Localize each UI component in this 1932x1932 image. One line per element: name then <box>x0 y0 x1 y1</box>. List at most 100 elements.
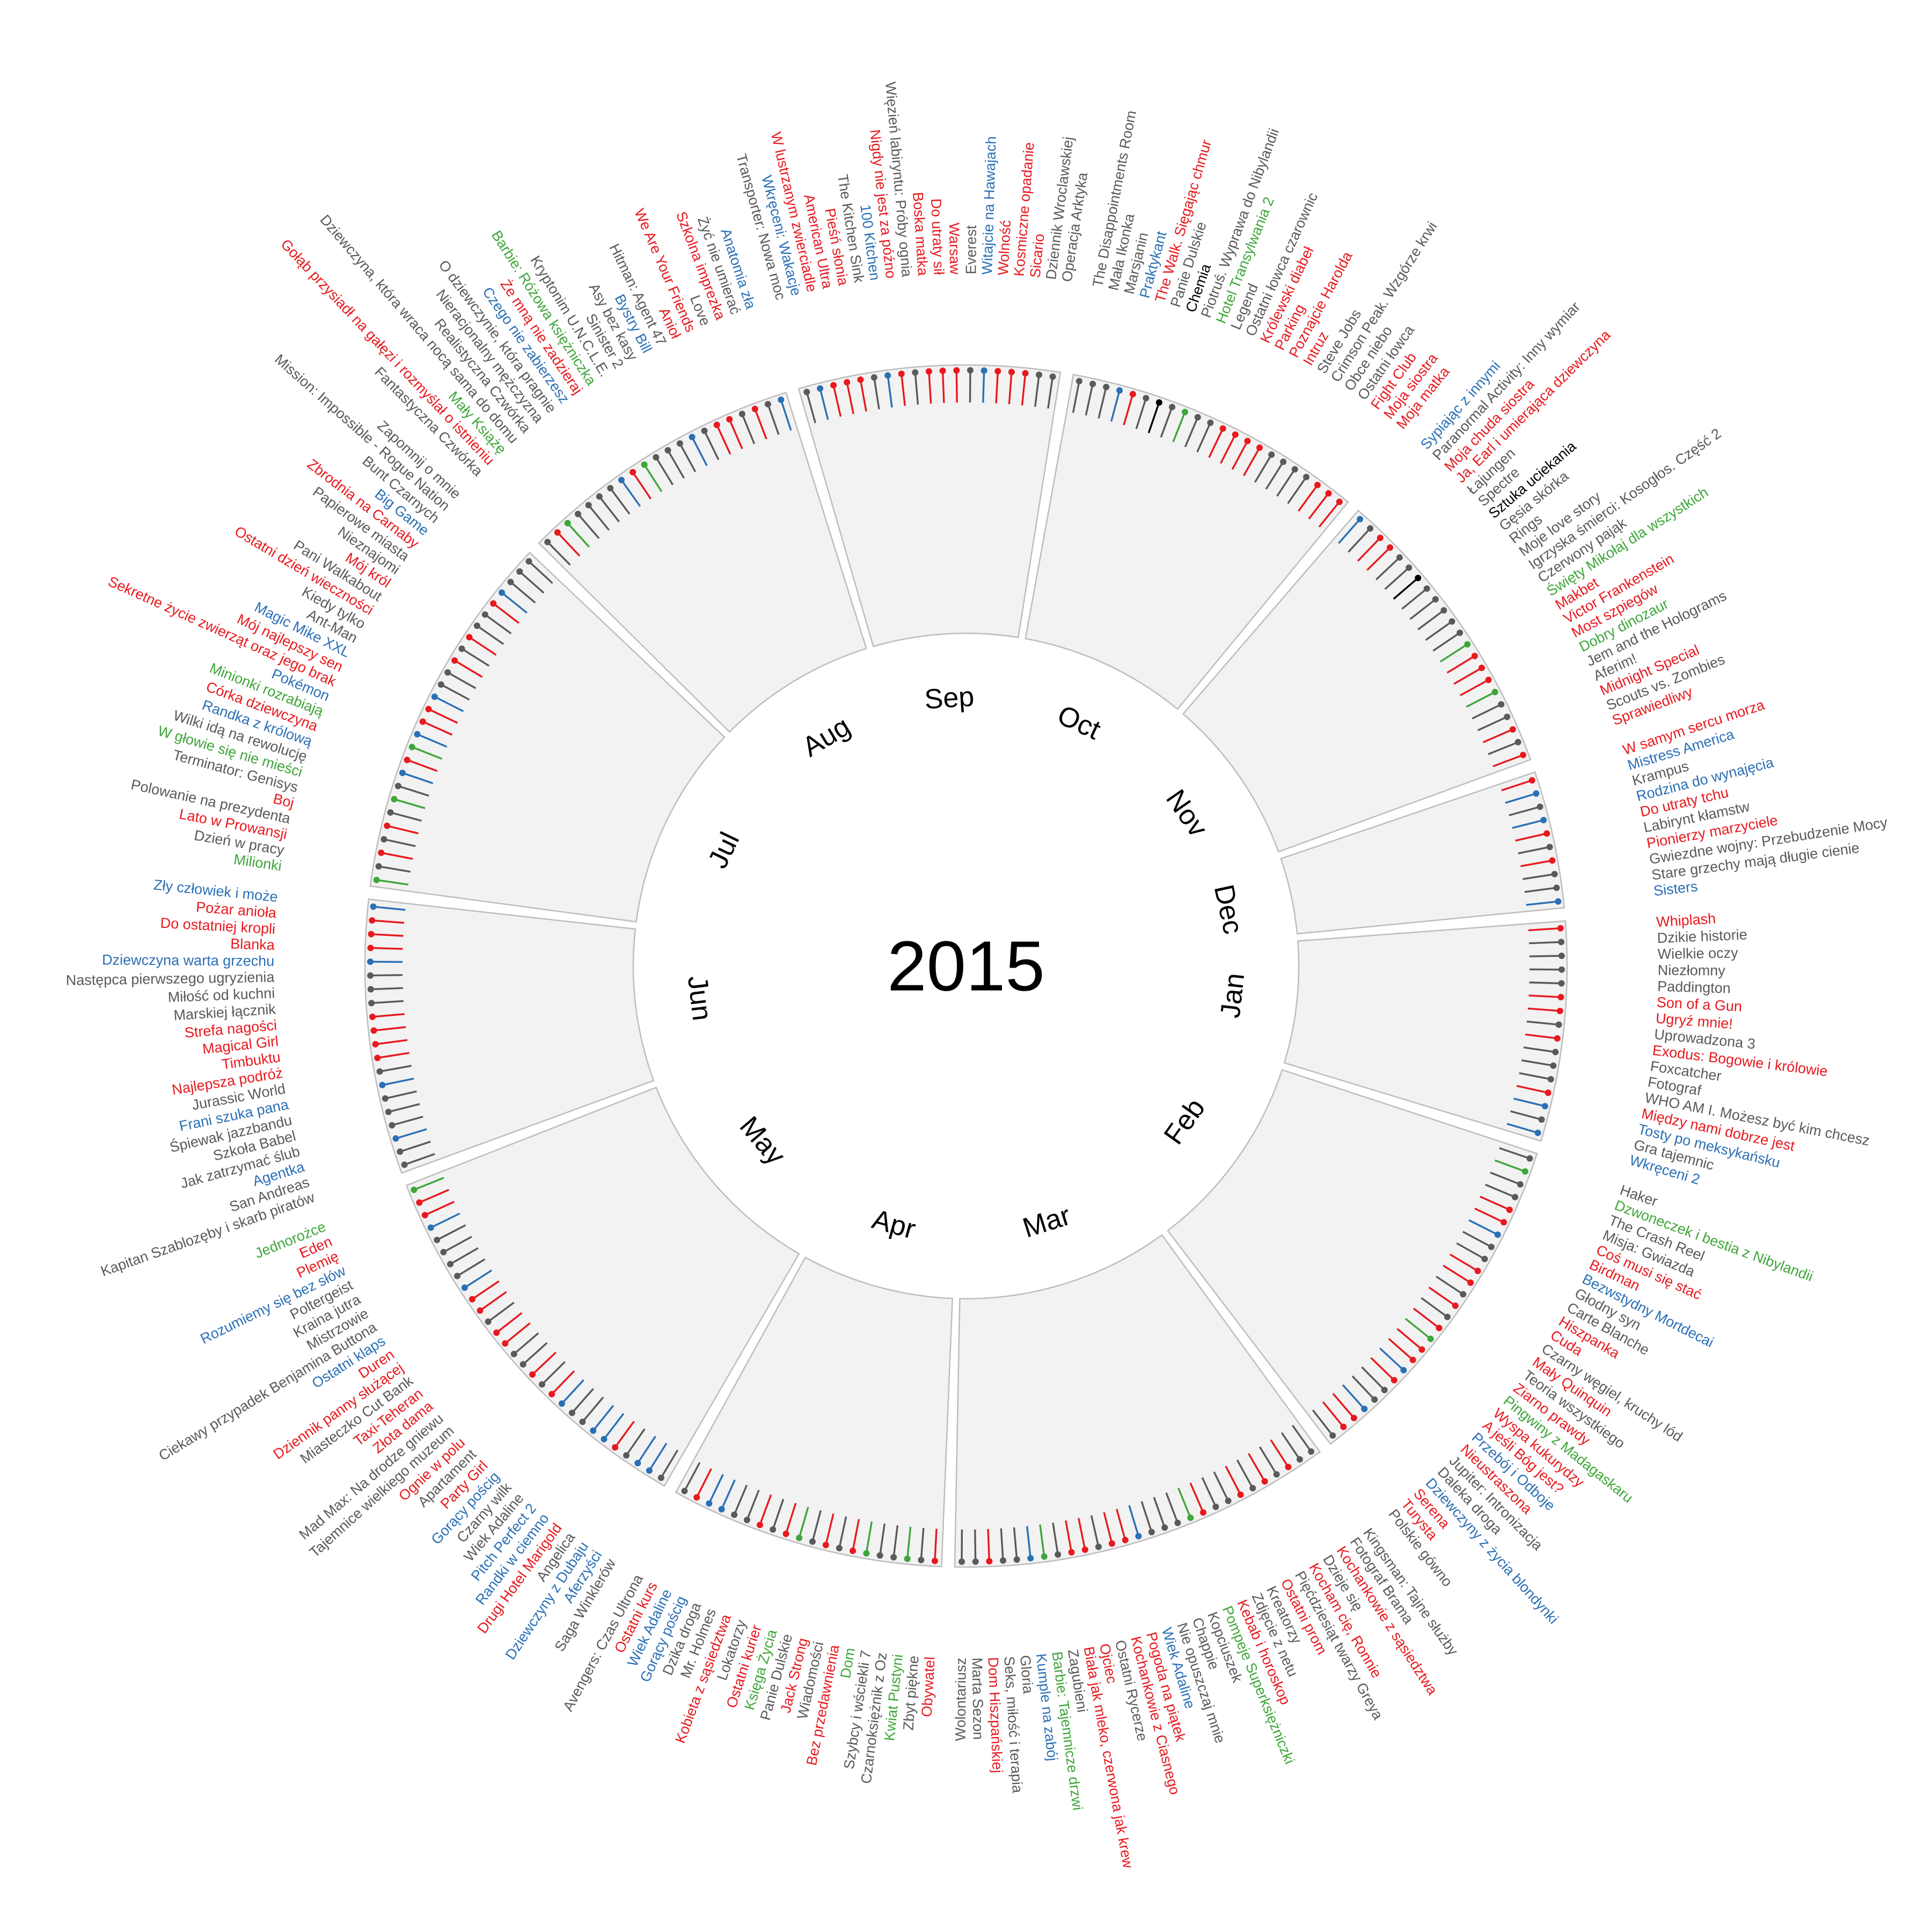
film-line <box>528 560 553 584</box>
film-line <box>759 1494 772 1526</box>
film-point <box>618 477 625 484</box>
film-point <box>1280 458 1287 465</box>
film-point <box>1452 1302 1459 1309</box>
film-line <box>1428 1286 1456 1307</box>
film-line <box>493 603 519 624</box>
film-point <box>389 1122 396 1129</box>
film-line <box>428 708 458 724</box>
film-point <box>554 529 561 536</box>
film-point <box>1557 994 1564 1001</box>
film-point <box>1558 980 1565 987</box>
film-point <box>1460 1291 1467 1298</box>
film-point <box>967 367 974 374</box>
film-point <box>994 368 1001 375</box>
film-label: Następca pierwszego ugryzienia <box>65 969 275 989</box>
film-line <box>746 1489 760 1520</box>
film-point <box>1556 1007 1563 1014</box>
film-label: Obywatel <box>919 1656 938 1717</box>
film-label: Do utraty sił <box>928 198 947 275</box>
film-line <box>1446 655 1475 674</box>
film-point <box>1481 1255 1488 1262</box>
film-line <box>767 404 780 435</box>
film-point <box>367 958 374 965</box>
film-point <box>1558 939 1565 946</box>
film-point <box>461 1284 468 1291</box>
film-point <box>1129 391 1136 398</box>
month-sector-dec <box>1280 771 1565 935</box>
film-point <box>1135 1533 1142 1540</box>
film-point <box>391 796 398 803</box>
film-line <box>443 1235 472 1253</box>
film-point <box>1095 1543 1102 1550</box>
film-label: Warsaw <box>946 223 963 275</box>
film-point <box>1558 952 1565 959</box>
month-label-jan: Jan <box>1215 971 1251 1020</box>
film-point <box>585 502 592 509</box>
film-point <box>368 1000 375 1007</box>
film-line <box>1443 1264 1472 1284</box>
film-point <box>1534 1129 1541 1136</box>
film-line <box>785 1503 797 1534</box>
film-line <box>1370 1357 1395 1381</box>
film-point <box>1041 1553 1048 1560</box>
film-point <box>1546 844 1553 851</box>
film-point <box>1256 444 1263 451</box>
film-line <box>1160 406 1173 438</box>
film-point <box>394 782 401 789</box>
film-point <box>575 510 582 517</box>
film-line <box>457 1258 486 1277</box>
month-sector-may <box>405 1086 800 1487</box>
film-line <box>852 1519 860 1552</box>
film-point <box>373 876 380 883</box>
film-line <box>1220 434 1236 464</box>
film-line <box>1135 398 1147 429</box>
film-line <box>416 733 448 748</box>
film-line <box>519 570 545 594</box>
film-point <box>782 1531 789 1538</box>
film-point <box>1161 1524 1168 1531</box>
film-line <box>1357 537 1381 562</box>
month-sector-oct <box>1024 374 1349 711</box>
film-line <box>447 671 477 690</box>
film-line <box>413 1176 444 1191</box>
film-point <box>1448 618 1455 625</box>
film-point <box>1155 399 1162 406</box>
film-point <box>408 743 415 750</box>
film-point <box>681 1488 688 1495</box>
film-line <box>838 1516 847 1548</box>
film-point <box>451 657 458 664</box>
film-line <box>1225 1466 1242 1495</box>
film-line <box>879 1523 886 1556</box>
film-point <box>1000 1557 1007 1564</box>
film-point <box>425 706 432 713</box>
film-label: Mission: Impossible - Rogue Nation <box>272 351 453 514</box>
film-line <box>380 852 413 860</box>
film-line <box>1529 981 1562 985</box>
month-sectors <box>364 364 1568 1568</box>
film-point <box>689 434 696 441</box>
film-point <box>1296 1456 1303 1463</box>
film-line <box>1312 1409 1334 1436</box>
film-point <box>590 1427 597 1434</box>
film-point <box>1219 425 1226 432</box>
film-point <box>850 1547 857 1554</box>
film-line <box>1196 422 1211 453</box>
film-point <box>607 485 614 492</box>
film-line <box>1474 1208 1504 1224</box>
film-line <box>531 1351 557 1375</box>
film-line <box>402 772 434 785</box>
film-line <box>1490 1172 1521 1185</box>
film-point <box>1169 404 1176 411</box>
film-line <box>1421 1297 1448 1318</box>
film-label: Dzikie historie <box>1657 926 1747 946</box>
film-point <box>1528 777 1535 784</box>
film-line <box>982 370 985 403</box>
film-line <box>603 1413 625 1440</box>
film-line <box>609 487 631 515</box>
film-line <box>393 798 426 809</box>
film-label: Dziewczyna warta grzechu <box>102 952 274 969</box>
film-point <box>1116 387 1123 394</box>
film-point <box>558 1400 565 1407</box>
film-point <box>803 389 810 396</box>
month-label-may: May <box>734 1111 792 1171</box>
